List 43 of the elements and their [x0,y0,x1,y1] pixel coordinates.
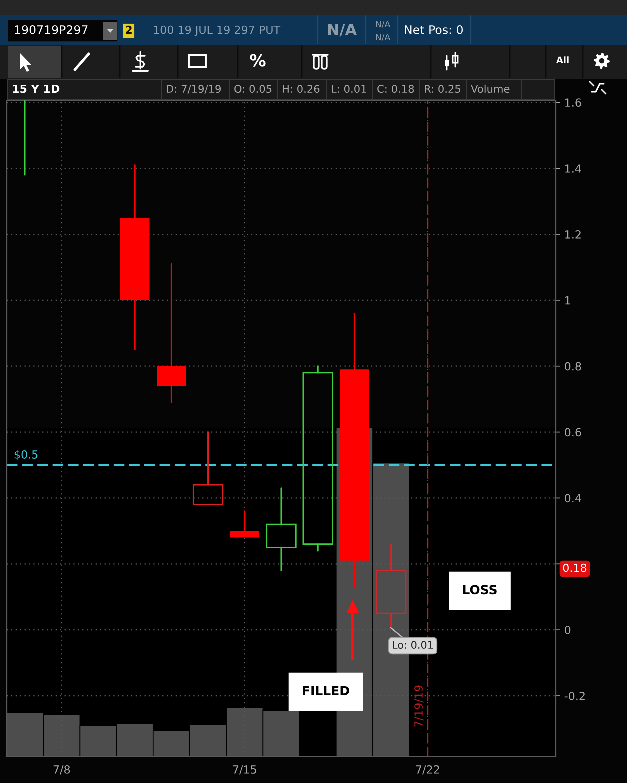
y-tick-label: 1.6 [566,98,582,108]
text: Net Pos: 0 [405,25,463,34]
text: H: 0.26 [283,85,320,94]
candlestick [376,544,407,628]
text: 0.18 [563,564,587,572]
x-tick-label: 7/8 [54,766,70,775]
candlestick [120,164,150,351]
chart-title: 15 Y 1D [13,84,60,94]
text: % [250,54,266,67]
y-tick-label: 0.6 [565,428,582,437]
candlestick [230,510,260,538]
text: N/A [376,34,391,42]
text: 100 19 JUL 19 297 PUT [154,26,281,36]
text: R: 0.25 [425,85,460,94]
text: D: 7/19/19 [167,85,221,94]
text: 190719P297 [15,25,88,34]
text: N/A [376,21,391,28]
text: L: 0.01 [332,85,366,94]
candlestick [340,312,370,588]
ref-line-label: 7/19/19 [414,686,424,727]
y-tick-label: 0.8 [565,362,582,371]
y-tick-label: 0.4 [565,494,582,503]
x-tick-label: 7/22 [416,766,440,775]
x-tick-label: 7/15 [233,766,256,775]
candlestick [266,488,297,572]
y-tick-label: 1 [566,296,570,305]
text: N/A [328,24,358,37]
annotation: LOSS [463,585,497,595]
ref-line-label: $0.5 [14,450,38,460]
candlestick [157,263,186,404]
candlestick [192,432,224,506]
y-tick-label: -0.2 [564,692,585,700]
y-tick-label: 1.2 [566,230,581,239]
text: All [556,56,569,64]
annotation: FILLED [303,686,350,696]
text: Volume [471,84,510,94]
candlestick [302,366,334,552]
y-tick-label: 0 [565,626,571,634]
text: O: 0.05 [234,85,272,94]
annotation: Lo: 0.01 [393,641,434,650]
text: C: 0.18 [378,85,414,94]
y-tick-label: 1.4 [566,164,582,173]
text: 2 [126,26,132,34]
